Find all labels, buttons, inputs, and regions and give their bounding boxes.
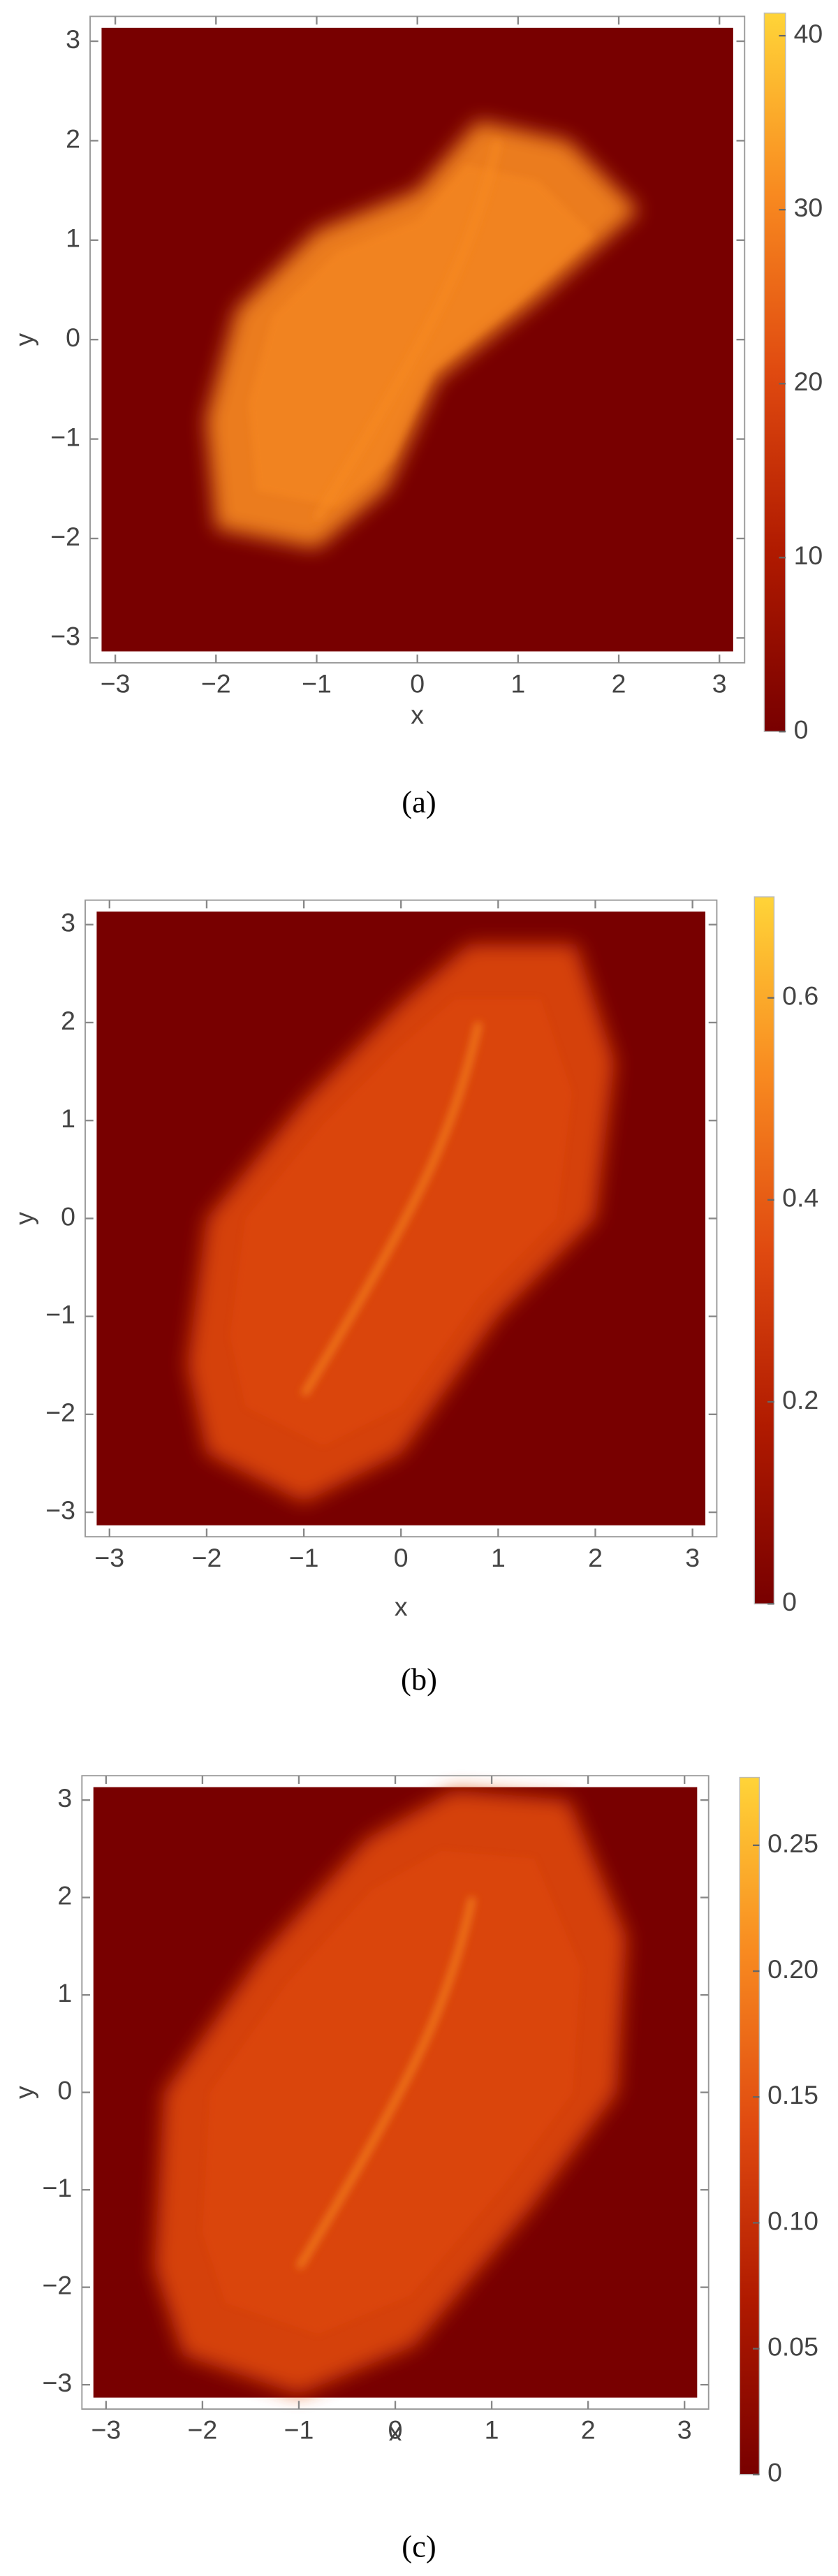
x-axis-label: x: [411, 700, 424, 729]
colorbar-tick-label: 0.05: [767, 2332, 818, 2361]
panel: −3 −2 −1 0 1 2 3 −3 −2 −1 0 1 2 3 x y (c) 0 0.05 0.10 0.15 0.…: [10, 1775, 818, 2564]
y-tick-label: 3: [61, 908, 75, 937]
x-tick-label: 3: [712, 669, 727, 698]
x-tick-label: −3: [101, 669, 131, 698]
x-tick-label: 1: [491, 1543, 506, 1572]
y-tick-label: −2: [45, 1398, 75, 1427]
colorbar: [763, 13, 786, 733]
colorbar-tick-label: 0: [767, 2458, 782, 2487]
panel: −3 −2 −1 0 1 2 3 −3 −2 −1 0 1 2 3 x y (a) 0 10 20 30 40: [10, 13, 823, 819]
colorbar: [754, 896, 775, 1604]
heatmap-ridge: [301, 1021, 483, 1397]
colorbar-tick-label: 30: [794, 193, 823, 222]
y-tick-label: 0: [61, 1201, 75, 1231]
y-tick-label: −3: [45, 1495, 75, 1525]
colorbar-tick-label: 0.10: [767, 2206, 818, 2235]
colorbar-tick-label: 0.15: [767, 2080, 818, 2109]
x-tick-label: 3: [685, 1543, 700, 1572]
y-tick-label: −3: [50, 621, 80, 650]
colorbar-tick-label: 0.2: [782, 1385, 818, 1414]
y-tick-label: 1: [61, 1104, 75, 1133]
x-tick-label: −1: [284, 2415, 314, 2445]
y-tick-label: 2: [66, 124, 80, 153]
caption: (a): [402, 784, 436, 819]
y-tick-label: −1: [50, 422, 80, 451]
colorbar-tick-label: 10: [794, 541, 823, 570]
x-tick-label: 2: [581, 2415, 596, 2445]
heatmap-region-core: [202, 1850, 581, 2334]
x-tick-label: −2: [192, 1543, 222, 1572]
x-axis-label: x: [389, 2417, 402, 2446]
caption: (c): [402, 2529, 436, 2564]
y-tick-label: 1: [57, 1978, 72, 2007]
caption: (b): [401, 1662, 437, 1697]
colorbar-tick-label: 0: [782, 1587, 797, 1616]
colorbar-tick-label: 20: [794, 367, 823, 396]
y-axis-label: y: [10, 1212, 39, 1225]
x-tick-label: 2: [612, 669, 626, 698]
x-tick-label: 1: [485, 2415, 499, 2445]
x-tick-label: −3: [91, 2415, 121, 2445]
colorbar-tick-label: 0.4: [782, 1183, 818, 1213]
x-axis-label: x: [395, 1592, 408, 1621]
x-tick-label: 0: [410, 669, 425, 698]
x-tick-label: 0: [394, 1543, 409, 1572]
y-tick-label: 0: [66, 323, 80, 352]
x-tick-label: −2: [188, 2415, 218, 2445]
y-tick-label: 1: [66, 224, 80, 253]
colorbar-tick-label: 0.25: [767, 1829, 818, 1858]
heatmap-ridge: [295, 1896, 476, 2270]
y-tick-label: −3: [43, 2368, 73, 2397]
y-tick-label: 3: [66, 24, 80, 54]
y-axis-label: y: [10, 2086, 39, 2099]
y-axis-label: y: [10, 333, 39, 346]
x-tick-label: 3: [677, 2415, 692, 2445]
x-tick-label: 2: [588, 1543, 603, 1572]
x-tick-label: 0: [388, 2415, 403, 2445]
y-tick-label: −1: [43, 2173, 73, 2202]
colorbar-tick-label: 0.20: [767, 1954, 818, 1984]
y-tick-label: 3: [57, 1783, 72, 1813]
x-tick-label: −3: [94, 1543, 124, 1572]
y-tick-label: −2: [43, 2271, 73, 2300]
panel: −3 −2 −1 0 1 2 3 −3 −2 −1 0 1 2 3 x y (b) 0 0.2 0.4 0.6: [10, 896, 818, 1697]
x-tick-label: −1: [302, 669, 332, 698]
colorbar-tick-label: 0: [794, 715, 809, 744]
y-tick-label: 2: [57, 1881, 72, 1910]
colorbar-tick-label: 0.6: [782, 981, 818, 1011]
heatmap-ridge: [314, 140, 501, 520]
x-tick-label: −2: [201, 669, 231, 698]
x-tick-label: −1: [289, 1543, 319, 1572]
x-tick-label: 1: [510, 669, 525, 698]
y-tick-label: −2: [50, 522, 80, 551]
y-tick-label: 0: [57, 2076, 72, 2105]
y-tick-label: −1: [45, 1300, 75, 1329]
y-tick-label: 2: [61, 1006, 75, 1035]
colorbar-tick-label: 40: [794, 19, 823, 48]
colorbar: [739, 1776, 760, 2475]
